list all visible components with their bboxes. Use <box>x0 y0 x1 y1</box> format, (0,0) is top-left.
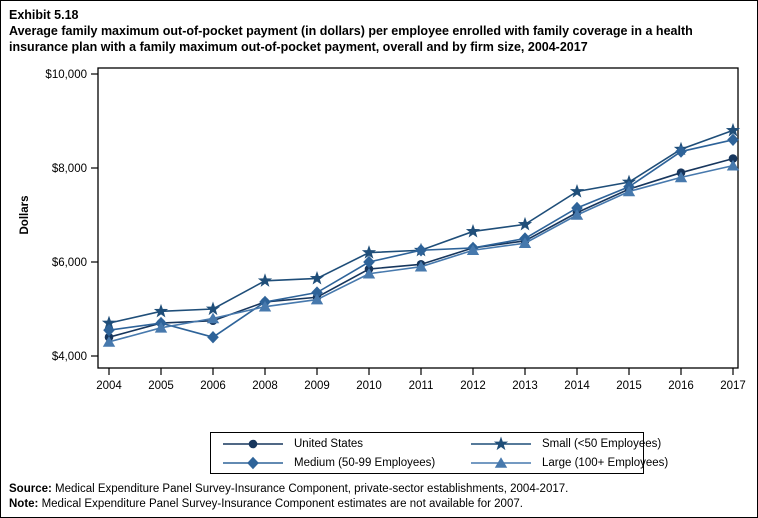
x-tick-label: 2010 <box>356 380 382 392</box>
x-tick-label: 2008 <box>252 380 278 392</box>
data-point-small-50-employees-2006 <box>205 301 221 316</box>
data-point-small-50-employees-2013 <box>517 216 533 231</box>
data-point-small-50-employees-2017 <box>725 122 741 137</box>
legend-label: Small (<50 Employees) <box>542 437 662 450</box>
footer: Source: Medical Expenditure Panel Survey… <box>9 482 753 512</box>
source-label: Source: <box>9 483 52 495</box>
data-point-medium-50-99-employees-2004 <box>103 323 115 337</box>
x-tick-label: 2004 <box>96 380 122 392</box>
data-point-large-100-employees-2009 <box>310 293 324 305</box>
legend-marker <box>494 456 508 468</box>
data-point-small-50-employees-2004 <box>101 315 117 330</box>
star-legend-marker-icon <box>471 436 531 450</box>
data-point-large-100-employees-2013 <box>518 237 532 248</box>
y-tick-label: $4,000 <box>52 351 87 363</box>
x-tick-label: 2012 <box>460 380 486 392</box>
x-tick-label: 2014 <box>564 380 590 392</box>
data-point-large-100-employees-2017 <box>726 159 740 171</box>
data-point-small-50-employees-2008 <box>257 273 273 287</box>
y-tick-label: $8,000 <box>52 163 87 175</box>
data-point-large-100-employees-2010 <box>362 267 376 279</box>
legend-label: Large (100+ Employees) <box>542 456 669 469</box>
data-point-medium-50-99-employees-2009 <box>311 286 323 299</box>
series-line-small-50-employees <box>108 129 734 324</box>
legend-item-medium-50-99-employees: Medium (50-99 Employees) <box>221 453 469 472</box>
data-point-large-100-employees-2004 <box>102 336 116 347</box>
data-point-large-100-employees-2016 <box>674 171 688 183</box>
y-axis-label: Dollars <box>19 195 31 235</box>
legend-item-united-states: United States <box>221 434 469 453</box>
legend-marker <box>248 439 258 448</box>
circle-legend-marker-icon <box>223 439 283 448</box>
plot-border <box>97 67 739 369</box>
series-line-medium-50-99-employees <box>108 139 734 339</box>
note-text: Medical Expenditure Panel Survey-Insuran… <box>38 497 523 510</box>
note-label: Note: <box>9 497 39 510</box>
legend-marker <box>493 436 509 450</box>
legend-item-large-100-employees: Large (100+ Employees) <box>469 453 668 472</box>
x-tick-label: 2005 <box>148 380 174 392</box>
x-tick-label: 2009 <box>304 380 330 392</box>
data-point-medium-50-99-employees-2006 <box>207 331 219 344</box>
legend-marker <box>247 456 259 469</box>
data-point-large-100-employees-2008 <box>258 300 272 312</box>
legend-label: United States <box>294 437 364 450</box>
x-tick-label: 2011 <box>409 380 434 392</box>
data-point-united-states-2017 <box>728 154 738 163</box>
x-tick-label: 2015 <box>616 380 642 392</box>
exhibit-number: Exhibit 5.18 <box>9 8 79 22</box>
legend-grid: United States Small (<50 Employees) Medium… <box>211 434 668 472</box>
data-point-small-50-employees-2005 <box>153 303 169 318</box>
legend-item-small-50-employees: Small (<50 Employees) <box>469 434 668 453</box>
data-point-small-50-employees-2009 <box>309 270 325 285</box>
y-tick-label: $6,000 <box>52 257 87 269</box>
data-point-large-100-employees-2015 <box>622 185 636 197</box>
triangle-legend-marker-icon <box>471 456 531 468</box>
chart-region: Dollars $4,000 $6,000 $8,000 $10,000 2004 200… <box>1 1 757 401</box>
legend: United States Small (<50 Employees) Medium… <box>210 432 668 474</box>
x-tick-label: 2016 <box>668 380 694 392</box>
data-point-large-100-employees-2014 <box>570 209 584 220</box>
data-point-medium-50-99-employees-2011 <box>415 244 427 257</box>
x-tick-label: 2006 <box>200 380 226 392</box>
diamond-legend-marker-icon <box>223 456 283 469</box>
title-block: Exhibit 5.18 Average family maximum out-… <box>9 7 753 55</box>
data-point-large-100-employees-2005 <box>154 322 168 333</box>
note-line: Note: Medical Expenditure Panel Survey-I… <box>9 497 753 512</box>
source-text: Medical Expenditure Panel Survey-Insuran… <box>51 483 569 495</box>
data-point-small-50-employees-2014 <box>569 184 585 198</box>
y-tick-label: $10,000 <box>45 69 87 81</box>
source-line: Source: Medical Expenditure Panel Survey… <box>9 482 753 497</box>
plot-svg: $4,000 $6,000 $8,000 $10,000 2004 2005 2006 200… <box>45 67 746 392</box>
data-point-medium-50-99-employees-2010 <box>363 255 375 269</box>
legend-label: Medium (50-99 Employees) <box>294 456 436 469</box>
data-point-small-50-employees-2010 <box>361 245 377 259</box>
chart-title: Average family maximum out-of-pocket pay… <box>9 24 693 54</box>
x-tick-label: 2017 <box>720 380 746 392</box>
data-point-large-100-employees-2011 <box>414 260 428 272</box>
data-point-large-100-employees-2006 <box>206 312 220 324</box>
x-tick-label: 2013 <box>512 380 538 392</box>
data-point-large-100-employees-2012 <box>466 244 480 256</box>
data-point-small-50-employees-2012 <box>465 223 481 238</box>
